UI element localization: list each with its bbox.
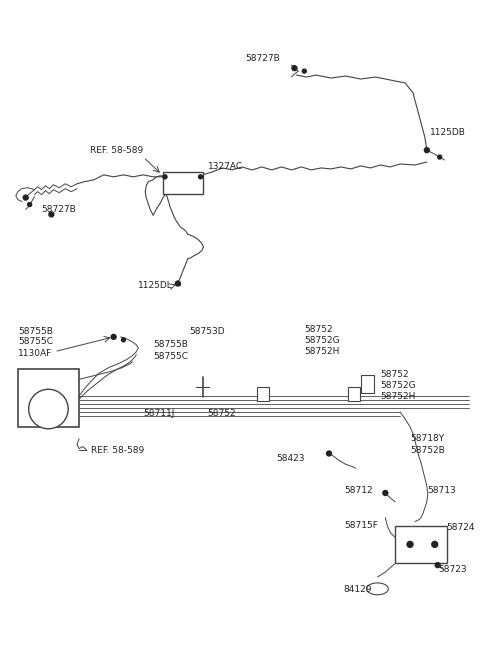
- Text: 58423: 58423: [276, 454, 305, 463]
- Text: 58755C: 58755C: [153, 352, 188, 361]
- Text: 1327AC: 1327AC: [207, 163, 242, 171]
- Text: 58755B: 58755B: [18, 327, 53, 337]
- Text: 58753D: 58753D: [190, 327, 225, 337]
- Circle shape: [163, 175, 167, 179]
- Circle shape: [49, 212, 54, 217]
- Bar: [348, 387, 360, 401]
- Text: 58752: 58752: [380, 370, 409, 379]
- Text: 58752B: 58752B: [410, 446, 445, 455]
- Circle shape: [292, 66, 297, 71]
- Text: 84129: 84129: [344, 585, 372, 594]
- Text: 58723: 58723: [439, 565, 468, 573]
- Text: 58712: 58712: [344, 485, 372, 495]
- Text: 58718Y: 58718Y: [410, 434, 444, 443]
- Circle shape: [326, 451, 332, 456]
- Circle shape: [432, 541, 438, 547]
- Circle shape: [435, 563, 440, 567]
- Text: 58752G: 58752G: [380, 380, 416, 390]
- Bar: [18, 369, 79, 427]
- Circle shape: [199, 175, 203, 179]
- Text: REF. 58-589: REF. 58-589: [91, 446, 144, 455]
- Text: 58755C: 58755C: [18, 337, 53, 346]
- Circle shape: [302, 69, 306, 73]
- Circle shape: [121, 338, 125, 342]
- Text: REF. 58-589: REF. 58-589: [90, 146, 143, 155]
- Text: 58752H: 58752H: [380, 392, 416, 401]
- Circle shape: [28, 203, 32, 207]
- Bar: [163, 172, 203, 194]
- Text: 58727B: 58727B: [245, 54, 280, 63]
- Circle shape: [175, 281, 180, 286]
- Text: 58752: 58752: [207, 409, 236, 419]
- Text: 58752H: 58752H: [304, 347, 340, 356]
- Circle shape: [438, 155, 442, 159]
- Text: 58755B: 58755B: [153, 340, 188, 349]
- Text: 58727B: 58727B: [41, 205, 76, 214]
- Text: 58711J: 58711J: [143, 409, 175, 419]
- Text: 58724: 58724: [446, 523, 475, 532]
- Circle shape: [424, 148, 429, 153]
- Ellipse shape: [367, 583, 388, 595]
- Circle shape: [29, 389, 68, 429]
- Text: 1125DB: 1125DB: [430, 128, 466, 137]
- Text: 58752: 58752: [304, 325, 333, 335]
- Text: 58713: 58713: [427, 485, 456, 495]
- Text: 1125DL: 1125DL: [138, 281, 173, 290]
- Bar: [360, 375, 374, 393]
- Circle shape: [383, 491, 388, 495]
- Text: 58715F: 58715F: [344, 521, 378, 530]
- Circle shape: [407, 541, 413, 547]
- Text: 58752G: 58752G: [304, 337, 340, 345]
- Bar: [257, 387, 269, 401]
- Circle shape: [111, 335, 116, 339]
- Bar: [395, 525, 446, 563]
- Text: 1130AF: 1130AF: [18, 349, 52, 358]
- Circle shape: [23, 195, 28, 200]
